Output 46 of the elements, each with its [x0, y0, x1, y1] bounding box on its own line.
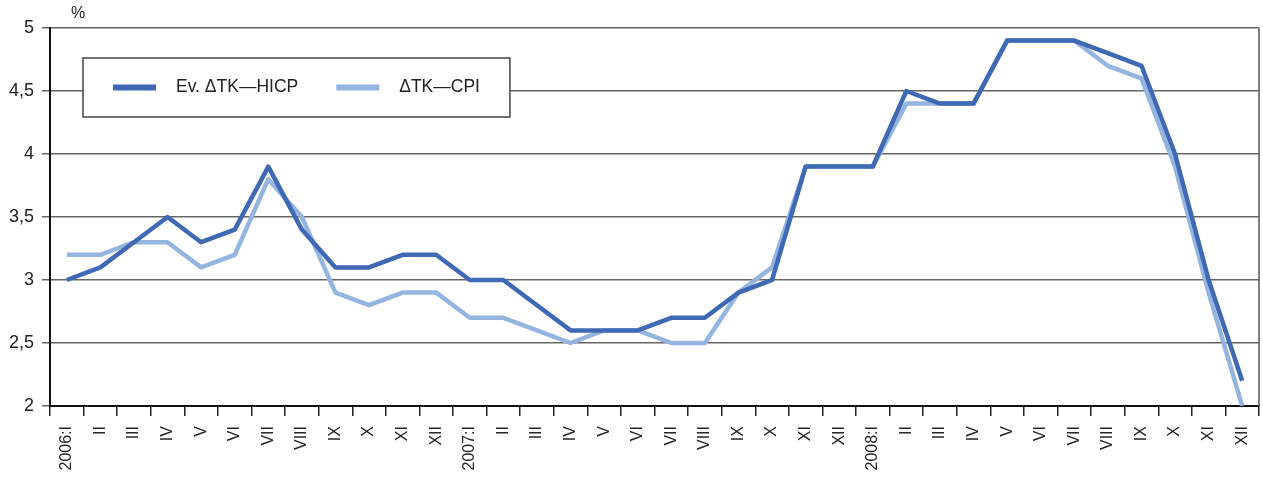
x-tick-label: VI [225, 426, 243, 442]
y-tick-label: 5 [23, 16, 34, 37]
x-tick-label: VI [628, 426, 646, 442]
x-tick-label: XII [829, 426, 847, 446]
x-tick-label: II [90, 426, 108, 435]
x-tick-label: X [762, 425, 780, 437]
x-tick-label: IX [325, 425, 343, 442]
x-tick-label: VI [1031, 426, 1049, 442]
x-tick-label: IV [560, 425, 578, 442]
x-tick-label: XI [1199, 426, 1217, 442]
x-tick-label: VII [1064, 426, 1082, 446]
x-tick-label: IV [157, 425, 175, 442]
x-tick-label: IX [1131, 425, 1149, 442]
y-tick-label: 2,5 [8, 331, 34, 352]
x-tick-label: 2006:I [57, 426, 75, 471]
x-tick-label: III [124, 426, 142, 440]
x-tick-label: V [997, 425, 1015, 437]
y-tick-label: 3 [23, 268, 34, 289]
y-tick-label: 2 [23, 394, 34, 415]
x-tick-label: 2008:I [863, 426, 881, 471]
y-tick-label: 4,5 [8, 79, 34, 100]
x-tick-label: V [594, 425, 612, 437]
x-tick-label: II [493, 426, 511, 435]
x-tick-label: 2007:I [460, 426, 478, 471]
x-tick-label: XII [426, 426, 444, 446]
x-tick-label: IX [728, 425, 746, 442]
legend-label: Ev. ΔTK—HICP [176, 76, 299, 97]
x-tick-label: VII [258, 426, 276, 446]
y-tick-label: 4 [23, 142, 34, 163]
y-axis-title: % [70, 4, 86, 22]
x-tick-label: X [1165, 425, 1183, 437]
x-tick-label: VIII [292, 426, 310, 451]
x-tick-label: III [930, 426, 948, 440]
x-tick-label: III [527, 426, 545, 440]
legend-label: ΔTK—CPI [399, 76, 480, 97]
x-tick-label: II [896, 426, 914, 435]
x-tick-label: V [191, 425, 209, 437]
y-tick-label: 3,5 [8, 205, 34, 226]
x-tick-label: XI [796, 426, 814, 442]
x-tick-label: IV [963, 425, 981, 442]
x-tick-label: X [359, 425, 377, 437]
x-tick-label: XII [1232, 426, 1250, 446]
x-tick-label: XI [393, 426, 411, 442]
x-tick-label: VII [661, 426, 679, 446]
x-tick-label: VIII [695, 426, 713, 451]
x-tick-label: VIII [1098, 426, 1116, 451]
